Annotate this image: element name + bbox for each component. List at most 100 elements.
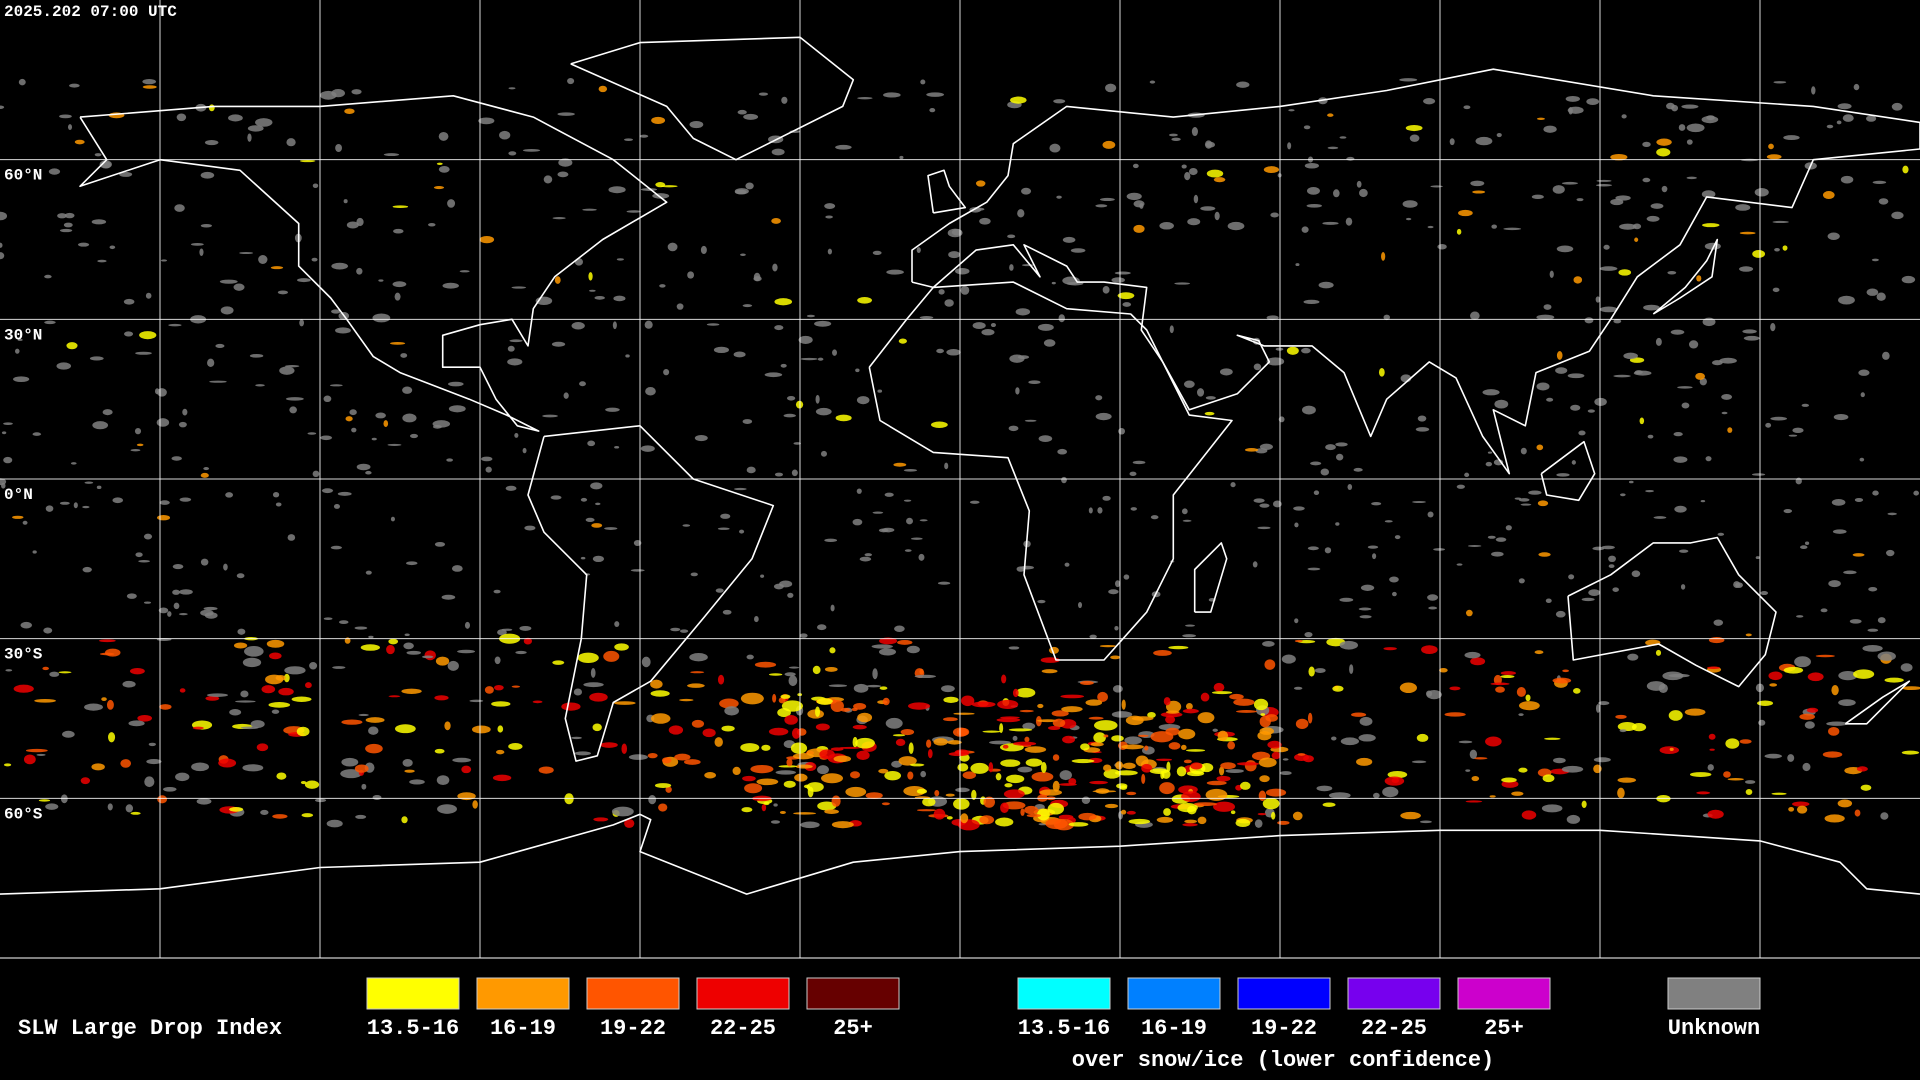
cloud-patch [857,296,873,304]
cloud-patch [1536,382,1550,391]
cloud-patch [321,488,334,494]
cloud-patch [916,788,928,794]
cloud-patch [1576,198,1584,202]
cloud-patch [457,649,476,654]
cloud-patch [579,381,586,387]
cloud-patch [1211,691,1233,695]
cloud-patch [878,528,889,533]
cloud-patch [1659,746,1680,754]
cloud-patch [402,413,417,423]
cloud-patch [106,699,114,710]
cloud-patch [996,717,1021,723]
cloud-patch [613,701,636,705]
cloud-patch [1680,584,1686,590]
cloud-patch [62,730,75,738]
cloud-patch [763,801,770,806]
cloud-patch [1727,777,1744,781]
cloud-patch [773,583,784,590]
cloud-patch [1686,139,1693,145]
cloud-patch [884,770,902,781]
cloud-patch [335,327,351,334]
cloud-patch [356,463,371,471]
cloud-patch [1126,192,1142,201]
cloud-patch [771,148,785,156]
cloud-patch [1884,677,1904,683]
cloud-patch [80,777,91,785]
cloud-patch [1470,180,1485,187]
cloud-patch [1608,555,1616,563]
cloud-patch [1642,177,1651,183]
cloud-patch [621,743,628,755]
cloud-patch [1581,597,1595,602]
cloud-patch [1843,570,1857,575]
cloud-patch [119,171,133,177]
cloud-patch [1358,734,1376,742]
cloud-patch [1655,649,1662,656]
cloud-patch [44,274,52,279]
cloud-patch [1458,209,1473,217]
cloud-patch [1322,221,1339,225]
cloud-patch [567,77,575,85]
cloud-patch [1259,503,1270,508]
cloud-patch [174,204,185,212]
cloud-patch [734,189,747,195]
cloud-patch [1115,580,1121,588]
cloud-patch [1646,215,1660,222]
cloud-patch [580,497,588,502]
cloud-patch [1359,188,1368,198]
cloud-patch [660,185,678,188]
cloud-patch [1696,275,1702,282]
cloud-patch [235,700,256,703]
cloud-patch [903,499,912,502]
cloud-patch [266,639,285,648]
cloud-patch [13,684,34,693]
cloud-patch [761,744,771,751]
cloud-patch [1062,236,1076,243]
cloud-patch [491,701,511,707]
cloud-patch [1617,787,1625,799]
cloud-patch [1872,490,1879,496]
cloud-patch [0,211,8,221]
cloud-patch [721,725,735,732]
cloud-patch [961,695,975,707]
cloud-patch [434,695,449,701]
cloud-patch [893,462,907,467]
cloud-patch [1293,506,1305,511]
cloud-patch [644,320,653,329]
cloud-patch [1735,204,1751,211]
cloud-patch [1543,125,1557,133]
cloud-patch [1000,759,1021,767]
cloud-patch [557,112,575,116]
cloud-patch [758,92,768,96]
cloud-patch [1180,744,1187,750]
cloud-patch [674,753,691,761]
cloud-patch [650,679,663,689]
cloud-patch [287,534,296,541]
cloud-patch [135,552,143,558]
cloud-patch [1433,548,1446,551]
cloud-patch [1122,762,1136,769]
cloud-patch [1849,619,1862,624]
cloud-patch [1185,749,1206,752]
cloud-patch [1667,271,1677,275]
cloud-patch [954,749,970,755]
cloud-patch [1495,537,1507,542]
cloud-patch [1752,249,1766,258]
cloud-patch [203,467,210,471]
cloud-patch [1184,172,1191,181]
cloud-patch [20,621,33,629]
cloud-patch [372,794,382,800]
cloud-patch [1578,430,1586,436]
cloud-patch [1739,266,1754,272]
cloud-patch [268,701,291,708]
cloud-patch [592,723,602,732]
cloud-patch [1265,788,1287,797]
cloud-patch [1150,515,1159,520]
cloud-patch [471,725,491,734]
cloud-patch [410,433,418,439]
cloud-patch [814,320,832,327]
cloud-patch [208,104,215,112]
cloud-patch [200,224,213,228]
cloud-patch [1603,244,1610,250]
cloud-patch [1205,141,1216,148]
